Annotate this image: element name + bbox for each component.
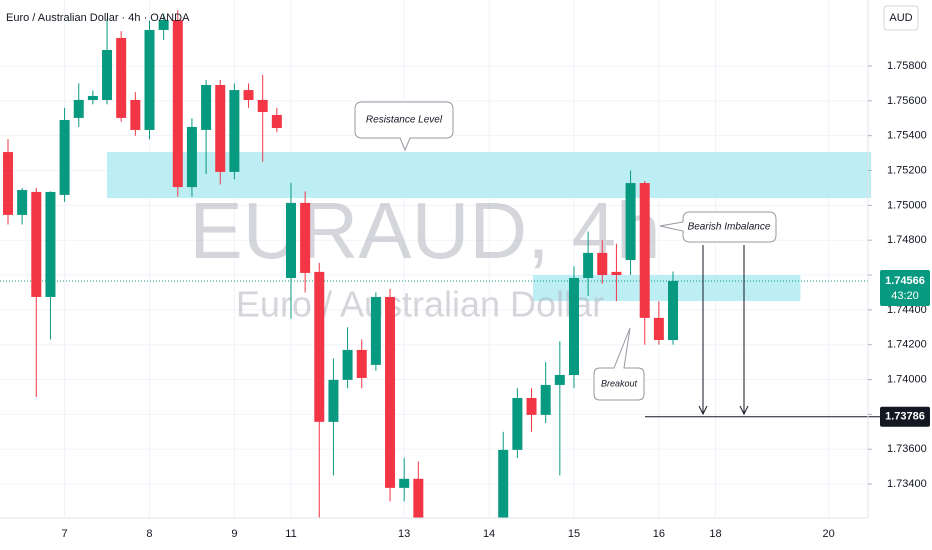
x-tick-label: 11 bbox=[285, 528, 296, 540]
y-tick-label: 1.74000 bbox=[887, 373, 927, 385]
x-tick-label: 20 bbox=[823, 528, 835, 540]
candle-body bbox=[526, 397, 537, 415]
candle-body bbox=[328, 379, 339, 422]
arrows bbox=[698, 245, 749, 416]
candle-body bbox=[314, 271, 325, 422]
y-tick-label: 1.74800 bbox=[887, 234, 927, 246]
watermark: EURAUD, 4h bbox=[189, 186, 660, 275]
candle-body bbox=[568, 277, 579, 376]
y-tick-label: 1.75000 bbox=[887, 199, 927, 211]
callout: Breakout bbox=[593, 327, 645, 401]
candle-body bbox=[342, 349, 353, 380]
countdown: 43:20 bbox=[891, 290, 919, 302]
candle-body bbox=[554, 375, 565, 385]
currency: AUD bbox=[889, 12, 912, 24]
annotation: Bearish Imbalance bbox=[688, 222, 771, 233]
candle-body bbox=[144, 29, 155, 130]
candle-body bbox=[73, 99, 84, 118]
price-label: 1.74566 bbox=[885, 275, 925, 287]
candle-body bbox=[59, 120, 70, 195]
candle-body bbox=[512, 397, 523, 450]
callout: Bearish Imbalance bbox=[659, 211, 777, 243]
arrow-head bbox=[698, 405, 708, 416]
candle-body bbox=[172, 20, 183, 188]
candle-body bbox=[17, 190, 28, 215]
x-tick-label: 9 bbox=[231, 528, 237, 540]
x-tick-label: 7 bbox=[62, 528, 68, 540]
candle-body bbox=[385, 296, 396, 488]
candle-body bbox=[45, 191, 56, 297]
candle-body bbox=[257, 99, 268, 112]
currency-box bbox=[883, 5, 919, 31]
candle-body bbox=[31, 191, 42, 297]
y-tick-label: 1.74400 bbox=[887, 304, 927, 316]
target-label: 1.73786 bbox=[885, 411, 925, 423]
price-label-box bbox=[880, 269, 930, 306]
candle-body bbox=[668, 280, 679, 340]
x-tick-label: 15 bbox=[568, 528, 580, 540]
candle-body bbox=[399, 478, 410, 488]
y-tick-label: 1.75200 bbox=[887, 164, 927, 176]
chart-title: Euro / Australian Dollar · 4h · OANDA bbox=[6, 12, 190, 24]
candle-body bbox=[413, 478, 424, 518]
y-tick-label: 1.74200 bbox=[887, 339, 927, 351]
axes: 1.734001.736001.738001.740001.742001.744… bbox=[62, 60, 930, 540]
candle-body bbox=[271, 114, 282, 129]
x-tick-label: 18 bbox=[709, 528, 721, 540]
candle-body bbox=[653, 317, 664, 340]
candle-body bbox=[87, 95, 98, 100]
candle-body bbox=[300, 202, 311, 273]
x-tick-label: 14 bbox=[483, 528, 495, 540]
annotation: Resistance Level bbox=[366, 115, 443, 126]
x-tick-label: 16 bbox=[653, 528, 665, 540]
y-tick-label: 1.75600 bbox=[887, 95, 927, 107]
x-tick-label: 13 bbox=[398, 528, 410, 540]
candle-body bbox=[201, 84, 212, 130]
annotation: Breakout bbox=[601, 378, 638, 388]
callout: Resistance Level bbox=[354, 101, 454, 152]
candle-body bbox=[498, 449, 509, 518]
y-tick-label: 1.75800 bbox=[887, 60, 927, 72]
y-tick-label: 1.73600 bbox=[887, 443, 927, 455]
target-label-box bbox=[880, 406, 930, 427]
candle-body bbox=[243, 90, 254, 100]
candle-body bbox=[597, 252, 608, 276]
y-tick-label: 1.73400 bbox=[887, 478, 927, 490]
candle-body bbox=[639, 183, 650, 318]
candle-body bbox=[215, 84, 226, 172]
candle-body bbox=[158, 20, 169, 30]
candle-body bbox=[186, 126, 197, 188]
callout-box bbox=[659, 211, 777, 243]
arrow-head bbox=[739, 405, 749, 416]
candle-body bbox=[611, 271, 622, 276]
candle-body bbox=[2, 152, 13, 215]
plot-front bbox=[2, 10, 880, 518]
candle-body bbox=[540, 384, 551, 415]
candle-body bbox=[625, 183, 636, 261]
candle-body bbox=[130, 99, 141, 130]
candle-body bbox=[583, 252, 594, 278]
candle-body bbox=[285, 202, 296, 278]
candle-body bbox=[229, 90, 240, 172]
watermark-sub: Euro / Australian Dollar bbox=[236, 284, 604, 325]
callout-box bbox=[354, 101, 454, 152]
x-tick-label: 8 bbox=[146, 528, 152, 540]
y-tick-label: 1.75400 bbox=[887, 130, 927, 142]
callout-box bbox=[593, 327, 645, 401]
candle-body bbox=[356, 349, 367, 378]
candle-body bbox=[116, 37, 127, 118]
candle-body bbox=[102, 49, 113, 100]
candle-body bbox=[370, 296, 381, 365]
